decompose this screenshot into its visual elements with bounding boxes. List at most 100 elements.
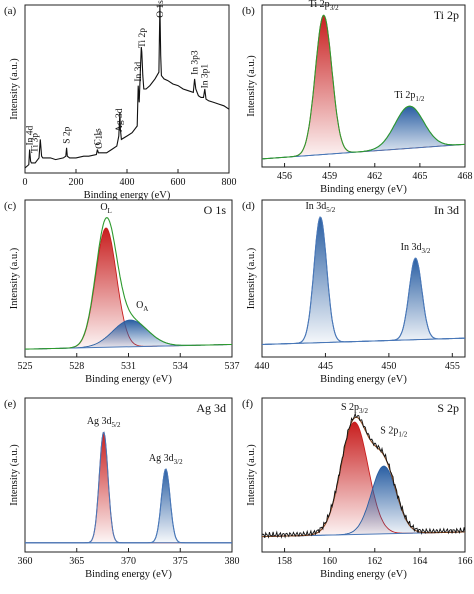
x-tick-label: 600: [171, 177, 186, 188]
x-tick-label: 456: [277, 171, 292, 182]
x-tick-label: 400: [120, 177, 135, 188]
x-axis-label: Binding energy (eV): [320, 184, 407, 195]
x-tick-label: 200: [69, 177, 84, 188]
peak-label: S 2p3/2: [341, 402, 369, 415]
peak-annotation: Ti 3p: [30, 133, 40, 153]
envelope-line: [25, 216, 233, 350]
envelope-line: [262, 216, 465, 345]
panel-tag: (c): [4, 200, 17, 212]
x-tick-label: 158: [277, 556, 292, 567]
y-axis-label: Intensity (a.u.): [246, 55, 257, 117]
peak-annotation: S 2p: [63, 126, 73, 143]
panel-tag: (e): [4, 398, 17, 410]
peak-fill: [262, 258, 465, 345]
x-tick-label: 465: [412, 171, 427, 182]
x-tick-label: 450: [381, 361, 396, 372]
panel-e: 360 365 370 375 380 Binding energy (eV) Intens…: [4, 397, 240, 580]
x-tick-label: 160: [322, 556, 337, 567]
peak-component-line: [25, 468, 232, 544]
x-tick-label: 462: [367, 171, 382, 182]
x-tick-label: 166: [458, 556, 473, 567]
y-axis-label: Intensity (a.u.): [246, 444, 257, 506]
x-tick-label: 800: [222, 177, 237, 188]
plot-frame: [24, 397, 233, 553]
peak-annotation: O 1s: [95, 131, 105, 149]
peak-fill: [25, 469, 232, 543]
x-tick-label: 164: [412, 556, 427, 567]
x-tick-label: 534: [173, 361, 188, 372]
panel-c: 525 528 531 534 537 Binding energy (eV) Intens…: [4, 199, 240, 385]
x-tick-label: 455: [445, 361, 460, 372]
peak-label: OL: [100, 202, 112, 215]
peak-annotation: In 3p1: [200, 64, 210, 89]
peak-label: OA: [136, 300, 148, 313]
plot-frame: [24, 4, 230, 174]
x-tick-label: 525: [18, 361, 33, 372]
x-tick-label: 528: [69, 361, 84, 372]
peak-fill: [262, 466, 465, 537]
peak-component-line: [262, 216, 465, 345]
panel-tag: (a): [4, 5, 17, 17]
x-tick-label: 440: [255, 361, 270, 372]
panel-title: Ti 2p: [434, 8, 459, 22]
survey-line: [24, 4, 230, 169]
peak-annotation: O 1s: [156, 0, 166, 18]
peak-annotation: In 3d: [134, 62, 144, 82]
x-axis-label: Binding energy (eV): [85, 374, 172, 385]
x-tick-label: 537: [225, 361, 240, 372]
y-axis-label: Intensity (a.u.): [246, 247, 257, 309]
panel-title: O 1s: [204, 203, 227, 217]
panel-title: S 2p: [437, 401, 459, 415]
panel-title: Ag 3d: [196, 401, 226, 415]
peak-label: In 3d3/2: [401, 242, 431, 255]
peak-component-line: [25, 431, 232, 544]
panel-tag: (b): [242, 5, 255, 17]
x-tick-label: 445: [318, 361, 333, 372]
peak-label: Ti 2p1/2: [394, 90, 424, 103]
x-tick-label: 0: [23, 177, 28, 188]
panel-title: In 3d: [434, 203, 459, 217]
peak-fill: [262, 15, 465, 159]
peak-annotation: C 1s: [93, 128, 103, 145]
x-axis-label: Binding energy (eV): [320, 374, 407, 385]
y-axis-label: Intensity (a.u.): [9, 247, 20, 309]
peak-fill: [25, 320, 232, 350]
x-axis-label: Binding energy (eV): [320, 569, 407, 580]
y-axis-label: Intensity (a.u.): [9, 58, 20, 120]
peak-label: In 3d5/2: [305, 201, 335, 214]
plot-frame: [261, 4, 466, 168]
x-tick-label: 360: [18, 556, 33, 567]
envelope-line: [25, 431, 232, 544]
x-tick-label: 375: [173, 556, 188, 567]
peak-annotation: In 3p3: [191, 50, 201, 75]
x-tick-label: 365: [69, 556, 84, 567]
raw-data-line: [261, 412, 466, 539]
peak-label: Ag 3d5/2: [87, 416, 121, 429]
peak-fill: [25, 432, 232, 543]
peak-label: Ag 3d3/2: [149, 453, 183, 466]
peak-component-line: [262, 257, 465, 345]
peak-label: Ti 2p3/2: [309, 0, 339, 12]
peak-fill: [262, 106, 465, 159]
peak-fill: [262, 422, 465, 537]
envelope-line: [261, 14, 466, 160]
x-tick-label: 162: [367, 556, 382, 567]
peak-annotation: Ti 2p: [138, 28, 148, 48]
plot-frame: [261, 397, 466, 553]
panel-tag: (f): [242, 398, 253, 410]
plot-frame: [261, 199, 466, 358]
peak-label: S 2p1/2: [380, 425, 408, 438]
panel-b: 456 459 462 465 468 Binding energy (eV) Intens…: [242, 0, 473, 195]
panel-tag: (d): [242, 200, 255, 212]
x-tick-label: 459: [322, 171, 337, 182]
panel-d: 440 445 450 455 Binding energy (eV) Intensity…: [242, 199, 466, 385]
x-axis-label: Binding energy (eV): [84, 190, 171, 201]
x-tick-label: 370: [121, 556, 136, 567]
peak-annotation: In 4d: [26, 125, 36, 145]
panel-a: 0 200 400 600 800 Binding energy (eV) Intensit…: [4, 0, 237, 201]
peak-annotation: Ag 3d: [115, 108, 125, 132]
x-tick-label: 468: [458, 171, 473, 182]
y-axis-label: Intensity (a.u.): [9, 444, 20, 506]
x-tick-label: 380: [225, 556, 240, 567]
